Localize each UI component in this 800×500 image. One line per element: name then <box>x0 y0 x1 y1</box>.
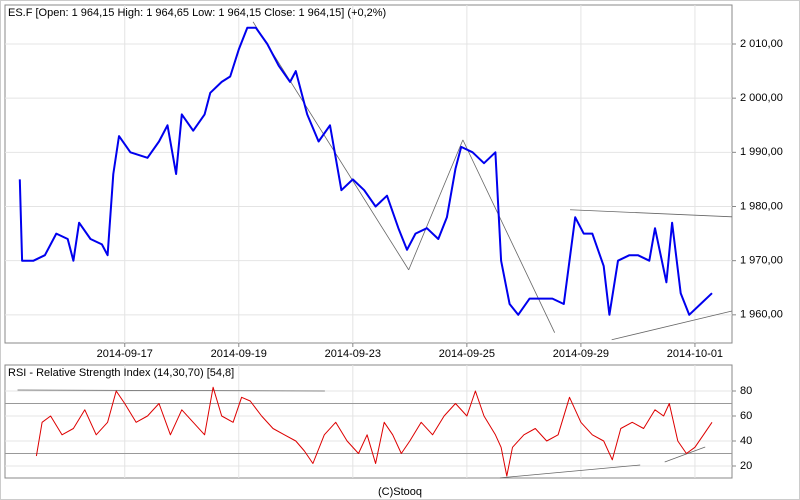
data-line <box>35 386 713 477</box>
trend-line <box>17 389 325 392</box>
x-tick-label: 2014-09-19 <box>211 348 267 360</box>
x-tick-label: 2014-09-25 <box>439 348 495 360</box>
trend-line <box>664 446 706 463</box>
trend-line <box>252 21 410 271</box>
trend-line <box>570 209 733 218</box>
trend-line <box>499 464 641 479</box>
y-tick-label: 1 970,00 <box>740 255 783 267</box>
x-tick-label: 2014-09-23 <box>325 348 381 360</box>
y-tick-label: 1 990,00 <box>740 146 783 158</box>
trend-line <box>462 139 556 333</box>
price-panel <box>4 4 733 344</box>
x-tick-label: 2014-09-29 <box>553 348 609 360</box>
y-tick-label: 60 <box>740 410 752 422</box>
y-tick-label: 20 <box>740 460 752 472</box>
panel-title: RSI - Relative Strength Index (14,30,70)… <box>8 367 234 379</box>
trend-line <box>611 310 733 341</box>
y-tick-label: 40 <box>740 435 752 447</box>
data-line <box>18 26 713 316</box>
trend-line <box>408 139 464 271</box>
y-tick-label: 1 980,00 <box>740 200 783 212</box>
y-tick-label: 2 000,00 <box>740 92 783 104</box>
panel-title: ES.F [Open: 1 964,15 High: 1 964,65 Low:… <box>8 7 386 19</box>
footer: (C)Stooq <box>378 486 422 498</box>
x-tick-label: 2014-10-01 <box>667 348 723 360</box>
y-tick-label: 2 010,00 <box>740 38 783 50</box>
y-tick-label: 80 <box>740 385 752 397</box>
rsi-panel <box>4 364 733 479</box>
y-tick-label: 1 960,00 <box>740 309 783 321</box>
x-tick-label: 2014-09-17 <box>97 348 153 360</box>
